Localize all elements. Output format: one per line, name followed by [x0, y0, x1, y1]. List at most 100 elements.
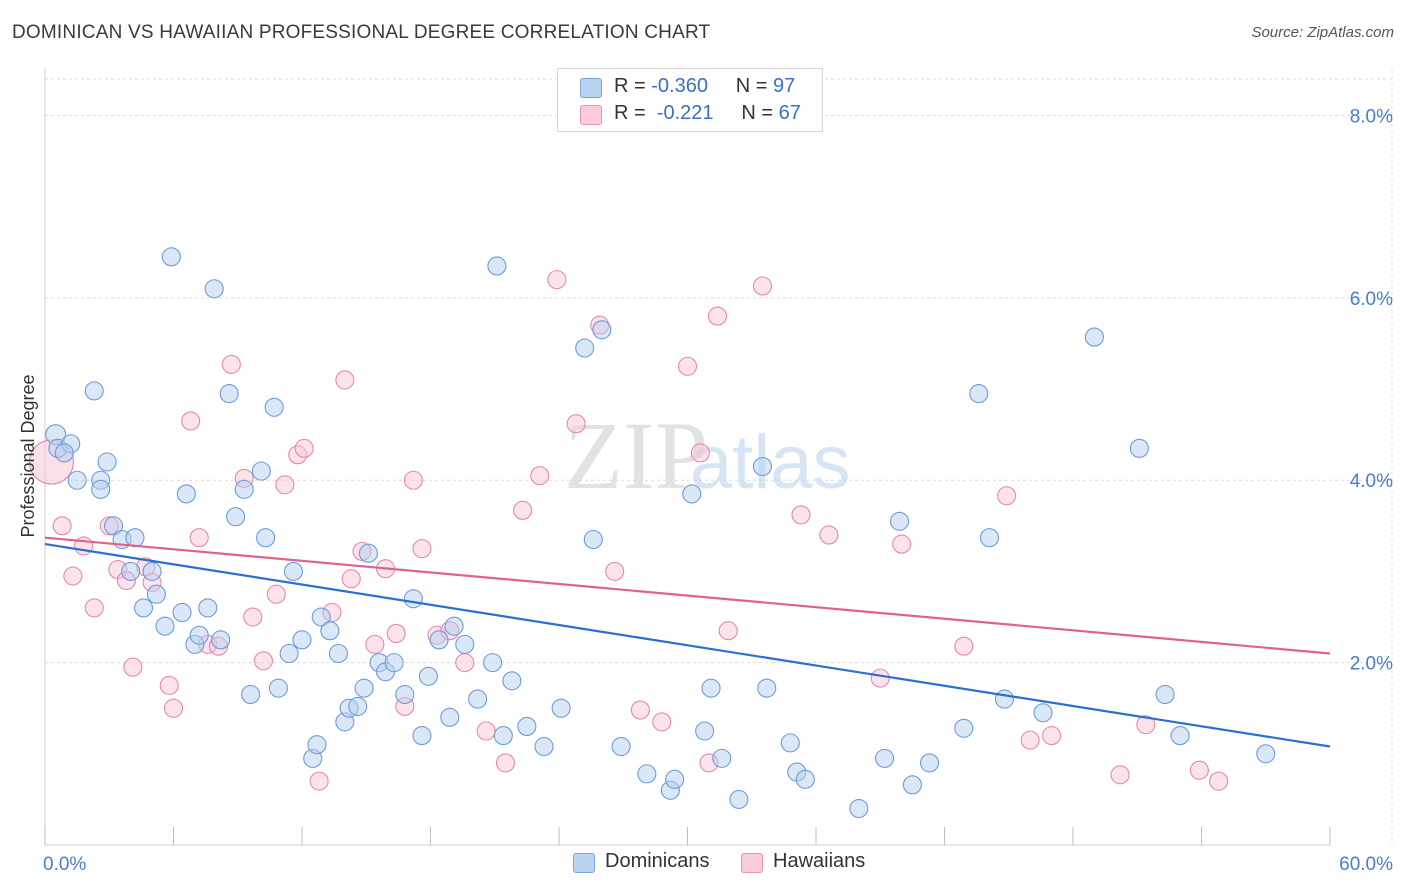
- dominicans-point: [468, 689, 488, 709]
- dominicans-point: [487, 256, 507, 276]
- hawaiians-point: [294, 438, 314, 458]
- hawaiians-point: [707, 306, 728, 326]
- bottom-legend-swatch-hawaiians: [741, 853, 763, 873]
- hawaiians-point: [84, 598, 104, 618]
- y-tick-label: 6.0%: [1350, 289, 1393, 310]
- hawaiians-point: [1136, 715, 1156, 735]
- trend-lines: [44, 536, 1331, 748]
- hawaiians-point: [605, 561, 625, 581]
- dominicans-point: [320, 621, 340, 641]
- dominicans-point: [695, 721, 715, 741]
- dominicans-point: [517, 716, 537, 737]
- hawaiians-point: [412, 539, 432, 559]
- dominicans-point: [757, 678, 777, 698]
- dominicans-point: [354, 678, 374, 698]
- dominicans-point: [429, 630, 449, 650]
- dominicans-point: [311, 607, 331, 627]
- legend-swatch-dominicans: [580, 78, 602, 98]
- dominicans-point: [133, 598, 154, 618]
- dominicans-point: [264, 397, 284, 417]
- hawaiians-point: [159, 675, 179, 695]
- hawaiians-point: [1209, 771, 1229, 791]
- dominicans-point: [125, 528, 145, 548]
- dominicans-point: [198, 598, 218, 618]
- bottom-legend-label-hawaiians: Hawaiians: [773, 850, 866, 872]
- bottom-legend-swatch-dominicans: [573, 853, 595, 873]
- hawaiians-point: [123, 657, 143, 677]
- dominicans-point: [701, 678, 721, 698]
- dominicans-point: [1155, 684, 1175, 705]
- dominicans-point: [889, 511, 910, 531]
- dominicans-point: [849, 798, 869, 819]
- dominicans-point: [155, 616, 175, 636]
- bottom-legend-label-dominicans: Dominicans: [605, 850, 710, 872]
- dominicans-trend-line: [44, 542, 1331, 748]
- legend-r-value: -0.221: [656, 102, 714, 124]
- dominicans-point: [142, 561, 162, 581]
- chart-title: DOMINICAN VS HAWAIIAN PROFESSIONAL DEGRE…: [12, 22, 711, 43]
- hawaiians-point: [181, 411, 201, 431]
- dominicans-point: [176, 484, 196, 504]
- dominicans-point: [874, 748, 895, 768]
- dominicans-point: [752, 457, 773, 477]
- dominicans-point: [575, 338, 595, 358]
- dominicans-point: [241, 684, 261, 705]
- dominicans-point: [121, 561, 141, 581]
- dominicans-point: [348, 696, 368, 716]
- hawaiians-point: [403, 470, 423, 490]
- y-axis-label: Professional Degree: [18, 374, 38, 537]
- legend-n-label: N =: [741, 102, 774, 124]
- dominicans-point: [902, 775, 922, 795]
- dominicans-point: [440, 707, 460, 727]
- hawaiians-point: [52, 516, 72, 536]
- x-tick-labels: 0.0% 60.0%: [43, 854, 1393, 875]
- dominicans-point: [91, 479, 111, 499]
- hawaiians-point: [243, 607, 263, 627]
- legend-n-value: 97: [773, 75, 796, 97]
- dominicans-point: [328, 643, 348, 664]
- dominicans-point: [551, 698, 571, 718]
- dominicans-point: [384, 653, 404, 673]
- hawaiians-point: [221, 354, 241, 374]
- dominicans-point: [919, 753, 940, 773]
- hawaiians-point: [652, 712, 672, 732]
- dominicans-point: [1256, 744, 1276, 764]
- dominicans-point: [292, 630, 312, 650]
- hawaiians-point: [63, 566, 83, 586]
- dominicans-point: [1129, 438, 1149, 458]
- dominicans-point: [172, 602, 192, 623]
- dominicans-point: [226, 507, 246, 527]
- y-tick-labels: 2.0% 4.0% 6.0% 8.0%: [1350, 106, 1393, 674]
- legend-swatch-hawaiians: [580, 105, 602, 125]
- hawaiians-point: [997, 486, 1017, 506]
- y-tick-label: 2.0%: [1350, 654, 1393, 675]
- hawaiians-point: [870, 668, 890, 688]
- dominicans-point: [1170, 726, 1190, 746]
- dominicans-point: [54, 443, 74, 463]
- legend-r-label: R =: [614, 102, 646, 124]
- dominicans-point: [994, 689, 1015, 709]
- legend: R = -0.360 N = 97 R = -0.221 N = 67: [557, 68, 823, 132]
- hawaiians-point: [335, 370, 355, 390]
- dominicans-point: [97, 452, 117, 472]
- hawaiians-point: [752, 276, 773, 296]
- dominicans-point: [161, 247, 181, 267]
- dominicans-point: [403, 589, 423, 609]
- hawaiians-point: [386, 623, 406, 643]
- dominicans-point: [211, 630, 231, 650]
- dominicans-point: [979, 528, 1000, 548]
- hawaiians-point: [530, 466, 550, 486]
- x-tick-label: 0.0%: [43, 854, 86, 875]
- dominicans-point: [969, 384, 989, 404]
- dominicans-point: [189, 625, 209, 645]
- hawaiians-point: [819, 525, 839, 545]
- dominicans-point: [592, 320, 612, 340]
- dominicans-point: [283, 561, 303, 581]
- hawaiians-point: [677, 356, 698, 376]
- dominicans-point: [1033, 703, 1053, 723]
- dominicans-point: [502, 671, 522, 691]
- legend-r-label: R =: [614, 75, 646, 97]
- dominicans-point: [84, 381, 104, 401]
- y-tick-label: 8.0%: [1350, 106, 1393, 127]
